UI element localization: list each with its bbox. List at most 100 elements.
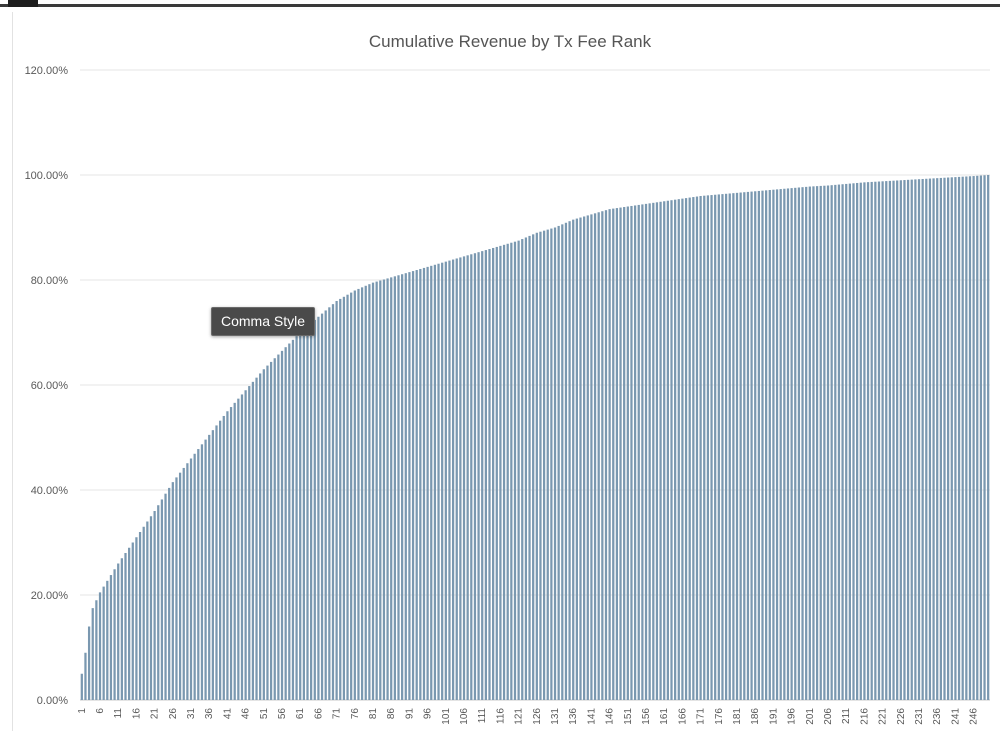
bar[interactable] — [663, 201, 666, 700]
bar[interactable] — [240, 394, 244, 700]
bar[interactable] — [444, 261, 447, 700]
bar[interactable] — [437, 263, 440, 700]
bar[interactable] — [262, 369, 265, 700]
bar[interactable] — [732, 193, 735, 701]
bar[interactable] — [848, 183, 851, 701]
bar[interactable] — [695, 196, 699, 700]
bar[interactable] — [422, 267, 426, 700]
bar[interactable] — [368, 284, 371, 700]
bar[interactable] — [568, 221, 571, 700]
bar[interactable] — [390, 277, 393, 700]
bar[interactable] — [233, 402, 236, 700]
bar[interactable] — [291, 339, 295, 700]
bar[interactable] — [615, 208, 619, 700]
bar[interactable] — [128, 547, 131, 700]
bar[interactable] — [466, 255, 469, 700]
bar[interactable] — [896, 180, 899, 700]
bar[interactable] — [473, 253, 477, 700]
bar[interactable] — [936, 178, 939, 700]
bar[interactable] — [564, 222, 568, 700]
bar[interactable] — [815, 186, 819, 700]
bar[interactable] — [131, 542, 134, 701]
bar[interactable] — [863, 182, 866, 701]
bar[interactable] — [415, 270, 418, 700]
bar[interactable] — [222, 415, 225, 700]
bar[interactable] — [320, 313, 324, 700]
bar[interactable] — [979, 175, 983, 700]
bar[interactable] — [164, 493, 167, 700]
bar[interactable] — [761, 190, 764, 700]
bar[interactable] — [95, 600, 98, 700]
bar[interactable] — [350, 292, 353, 700]
bar[interactable] — [277, 354, 280, 700]
bar[interactable] — [717, 194, 720, 701]
bar[interactable] — [939, 177, 942, 700]
bar[interactable] — [542, 230, 546, 700]
bar[interactable] — [375, 281, 378, 700]
bar[interactable] — [521, 239, 524, 701]
bar[interactable] — [750, 191, 753, 700]
bar[interactable] — [655, 202, 659, 701]
bar[interactable] — [557, 225, 560, 701]
bar[interactable] — [397, 275, 400, 700]
bar[interactable] — [724, 193, 728, 701]
bar[interactable] — [612, 208, 615, 700]
bar[interactable] — [353, 290, 356, 701]
bar[interactable] — [604, 210, 608, 701]
bar[interactable] — [772, 189, 775, 700]
bar[interactable] — [499, 245, 502, 700]
bar[interactable] — [579, 217, 582, 700]
bar[interactable] — [590, 214, 593, 700]
bar[interactable] — [495, 246, 498, 701]
bar[interactable] — [608, 209, 611, 700]
bar[interactable] — [866, 182, 870, 700]
bar[interactable] — [142, 526, 145, 700]
bar[interactable] — [954, 177, 957, 701]
bar[interactable] — [794, 187, 797, 700]
bar[interactable] — [386, 278, 389, 700]
bar[interactable] — [779, 189, 782, 700]
bar[interactable] — [426, 266, 429, 700]
bar[interactable] — [706, 195, 710, 700]
bar[interactable] — [626, 206, 629, 701]
bar[interactable] — [593, 213, 597, 700]
bar[interactable] — [302, 329, 305, 700]
bar[interactable] — [987, 175, 990, 700]
bar[interactable] — [757, 190, 760, 700]
bar[interactable] — [735, 192, 739, 700]
bar[interactable] — [586, 215, 589, 701]
bar[interactable] — [965, 176, 968, 701]
bar[interactable] — [688, 197, 691, 700]
bar[interactable] — [925, 178, 928, 700]
bar[interactable] — [790, 188, 793, 700]
bar[interactable] — [382, 279, 386, 700]
bar[interactable] — [244, 390, 247, 700]
bar[interactable] — [193, 453, 196, 700]
bar[interactable] — [186, 463, 189, 700]
bar[interactable] — [492, 247, 495, 700]
bar[interactable] — [219, 420, 222, 700]
bar[interactable] — [379, 280, 382, 700]
bar[interactable] — [648, 203, 651, 700]
bar[interactable] — [728, 193, 731, 701]
bar[interactable] — [404, 273, 407, 700]
bar[interactable] — [983, 175, 986, 700]
bar[interactable] — [317, 316, 320, 700]
bar[interactable] — [357, 288, 360, 700]
bar[interactable] — [797, 187, 801, 700]
bar[interactable] — [393, 276, 396, 700]
bar[interactable] — [561, 224, 564, 700]
bar[interactable] — [251, 381, 255, 700]
bar[interactable] — [168, 487, 171, 700]
bar[interactable] — [859, 182, 862, 701]
bar[interactable] — [204, 439, 207, 700]
bar[interactable] — [448, 260, 451, 700]
bar[interactable] — [120, 558, 123, 700]
bar[interactable] — [943, 177, 946, 701]
bar[interactable] — [957, 176, 961, 700]
bar[interactable] — [371, 282, 375, 700]
bar[interactable] — [637, 204, 640, 701]
bar[interactable] — [229, 407, 233, 700]
bar[interactable] — [644, 203, 648, 700]
bar[interactable] — [666, 200, 669, 700]
